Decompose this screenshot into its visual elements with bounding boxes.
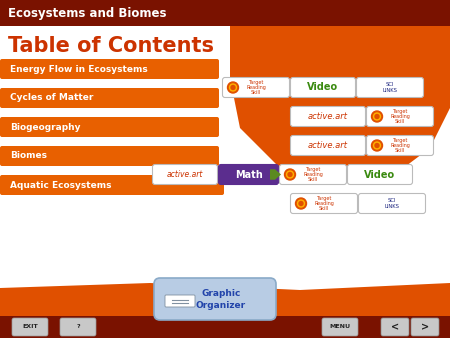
Text: active.art: active.art [308,141,348,150]
FancyBboxPatch shape [0,175,224,195]
Text: EXIT: EXIT [22,324,38,330]
FancyBboxPatch shape [366,106,433,126]
Circle shape [231,86,235,90]
Text: Biomes: Biomes [10,151,47,161]
FancyBboxPatch shape [291,136,365,155]
Bar [0,0,450,26]
FancyBboxPatch shape [359,193,426,214]
Text: Energy Flow in Ecosystems: Energy Flow in Ecosystems [10,65,148,73]
Polygon shape [230,26,450,183]
Text: Biogeography: Biogeography [10,122,81,131]
Ellipse shape [240,0,450,128]
FancyBboxPatch shape [322,318,358,336]
Circle shape [372,140,382,151]
Text: >: > [421,322,429,332]
FancyBboxPatch shape [411,318,439,336]
Text: Target
Reading
Skill: Target Reading Skill [314,196,334,211]
Text: SCI
LINKS: SCI LINKS [382,82,397,93]
Text: Cycles of Matter: Cycles of Matter [10,94,94,102]
Text: SCI
LINKS: SCI LINKS [384,198,400,209]
Text: ?: ? [76,324,80,330]
FancyBboxPatch shape [291,193,357,214]
Text: Video: Video [364,169,396,179]
FancyBboxPatch shape [60,318,96,336]
Text: active.art: active.art [308,112,348,121]
Text: Ecosystems and Biomes: Ecosystems and Biomes [8,6,166,20]
FancyBboxPatch shape [347,165,413,185]
FancyBboxPatch shape [219,165,279,185]
Text: active.art: active.art [167,170,203,179]
Text: Video: Video [307,82,338,93]
Text: Target
Reading
Skill: Target Reading Skill [303,167,323,183]
Text: Target
Reading
Skill: Target Reading Skill [390,108,410,124]
Bar [0,26,450,316]
Circle shape [288,172,292,176]
Circle shape [230,84,237,91]
FancyBboxPatch shape [153,165,217,185]
Circle shape [296,198,306,209]
FancyBboxPatch shape [0,59,219,79]
FancyBboxPatch shape [12,318,48,336]
FancyBboxPatch shape [291,106,365,126]
Text: Table of Contents: Table of Contents [8,36,214,56]
Circle shape [374,142,381,149]
FancyBboxPatch shape [0,146,219,166]
Bar [0,26,450,283]
Circle shape [375,144,379,147]
Circle shape [284,169,296,180]
FancyBboxPatch shape [154,278,276,320]
Circle shape [228,82,238,93]
FancyBboxPatch shape [381,318,409,336]
FancyBboxPatch shape [222,77,289,97]
Circle shape [287,171,293,178]
Text: Organizer: Organizer [196,300,246,310]
Circle shape [299,201,303,206]
Text: Graphic: Graphic [201,289,241,297]
FancyArrow shape [270,169,281,180]
FancyBboxPatch shape [356,77,423,97]
Text: Math: Math [234,169,262,179]
Bar [0,316,450,338]
Text: MENU: MENU [329,324,351,330]
FancyBboxPatch shape [279,165,346,185]
Circle shape [372,111,382,122]
Text: Target
Reading
Skill: Target Reading Skill [246,80,266,95]
FancyBboxPatch shape [366,136,433,155]
Text: Target
Reading
Skill: Target Reading Skill [390,138,410,153]
Text: Aquatic Ecosystems: Aquatic Ecosystems [10,180,112,190]
Text: <: < [391,322,399,332]
Polygon shape [0,283,450,316]
FancyBboxPatch shape [0,117,219,137]
Circle shape [375,115,379,119]
FancyBboxPatch shape [165,295,195,307]
FancyBboxPatch shape [291,77,356,97]
Circle shape [374,113,381,120]
Circle shape [297,200,305,207]
FancyBboxPatch shape [0,88,219,108]
